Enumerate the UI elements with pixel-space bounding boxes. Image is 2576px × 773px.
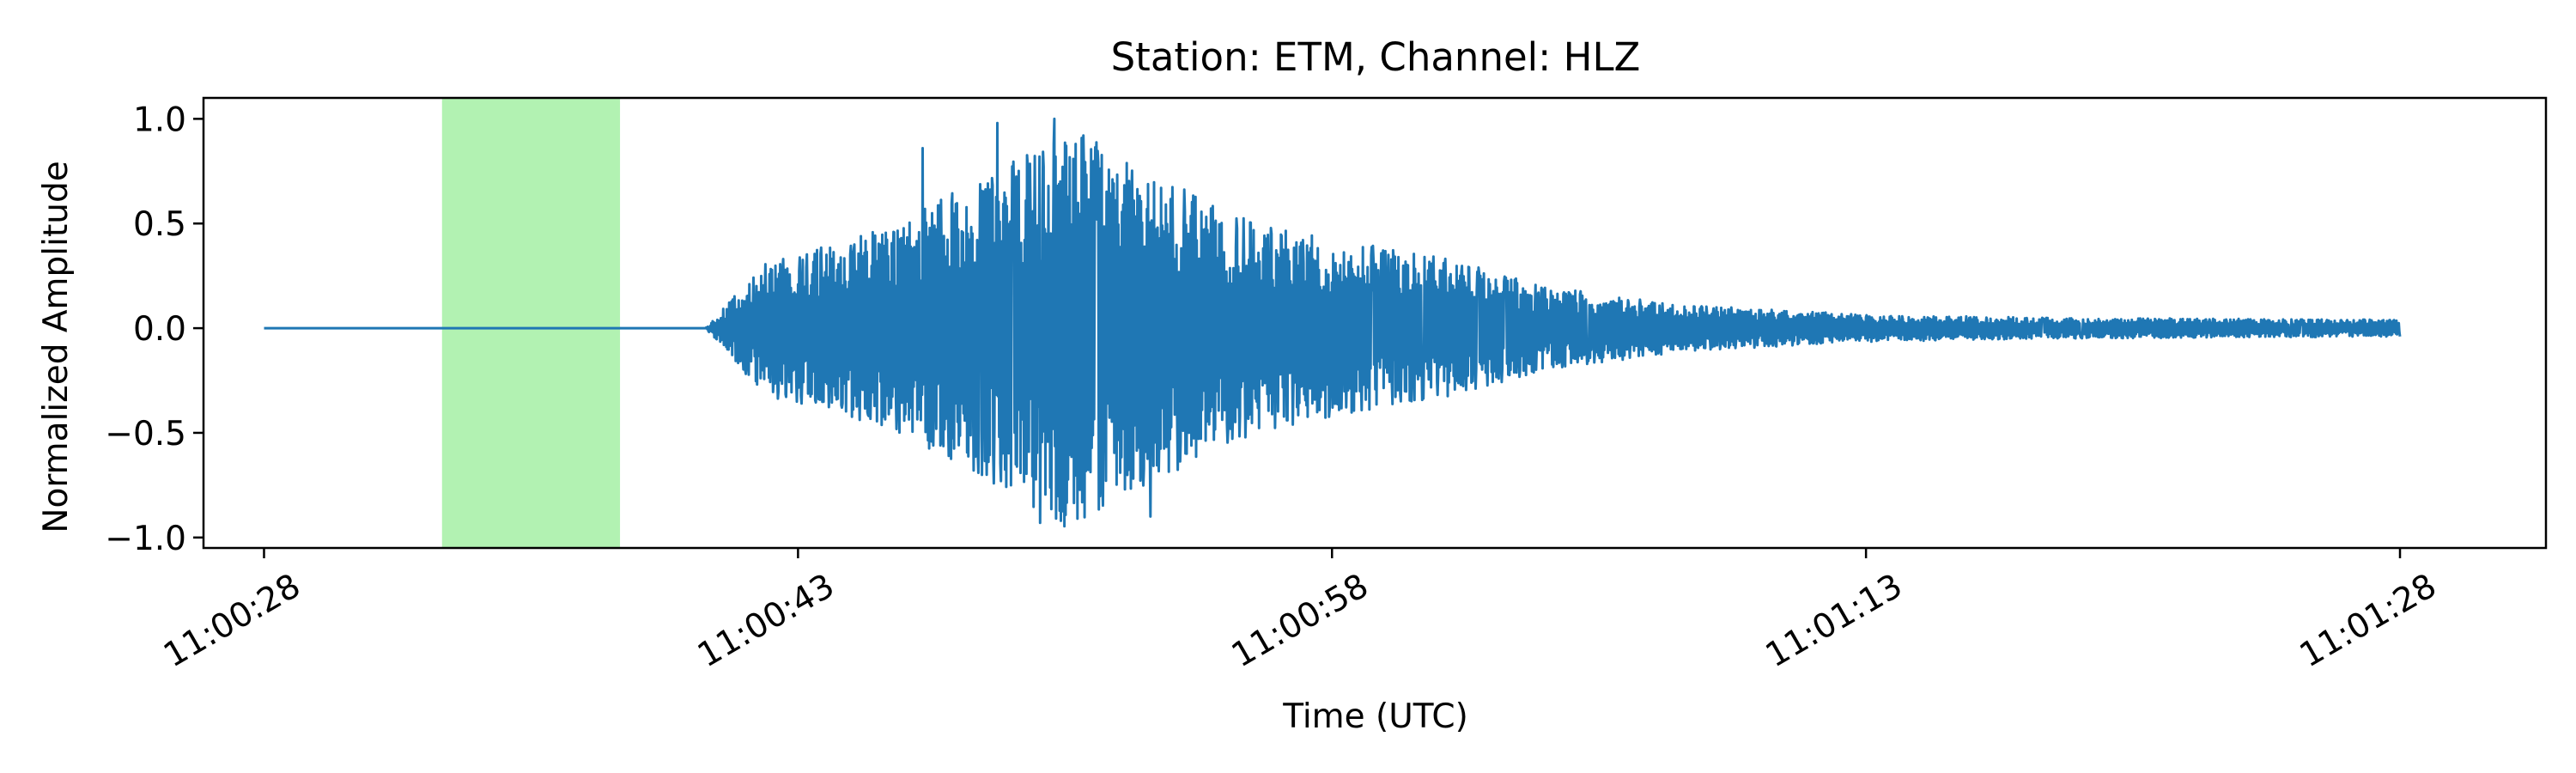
y-axis-label: Normalized Amplitude — [37, 161, 76, 533]
highlight-window — [441, 98, 621, 548]
waveform-line — [263, 117, 2402, 528]
y-tick-label: 1.0 — [133, 100, 186, 139]
x-tick-label: 11:00:58 — [1225, 567, 1375, 676]
x-axis: 11:00:28 11:00:43 11:00:58 11:01:13 11:01:28 — [157, 548, 2443, 675]
x-tick-label: 11:00:43 — [691, 567, 841, 676]
y-tick-label: −1.0 — [105, 520, 186, 558]
x-tick-label: 11:01:13 — [1759, 567, 1909, 676]
y-tick-label: −0.5 — [105, 415, 186, 453]
y-axis: 1.0 0.5 0.0 −0.5 −1.0 — [105, 100, 204, 558]
series-layer — [263, 117, 2402, 528]
y-tick-label: 0.5 — [133, 205, 186, 244]
x-axis-label: Time (UTC) — [1282, 697, 1468, 736]
x-tick-label: 11:00:28 — [157, 567, 307, 676]
chart-title: Station: ETM, Channel: HLZ — [1111, 34, 1641, 80]
plot-frame — [202, 96, 2548, 550]
x-tick-label: 11:01:28 — [2293, 567, 2443, 676]
plot-area — [202, 96, 2548, 550]
y-tick-label: 0.0 — [133, 310, 186, 349]
